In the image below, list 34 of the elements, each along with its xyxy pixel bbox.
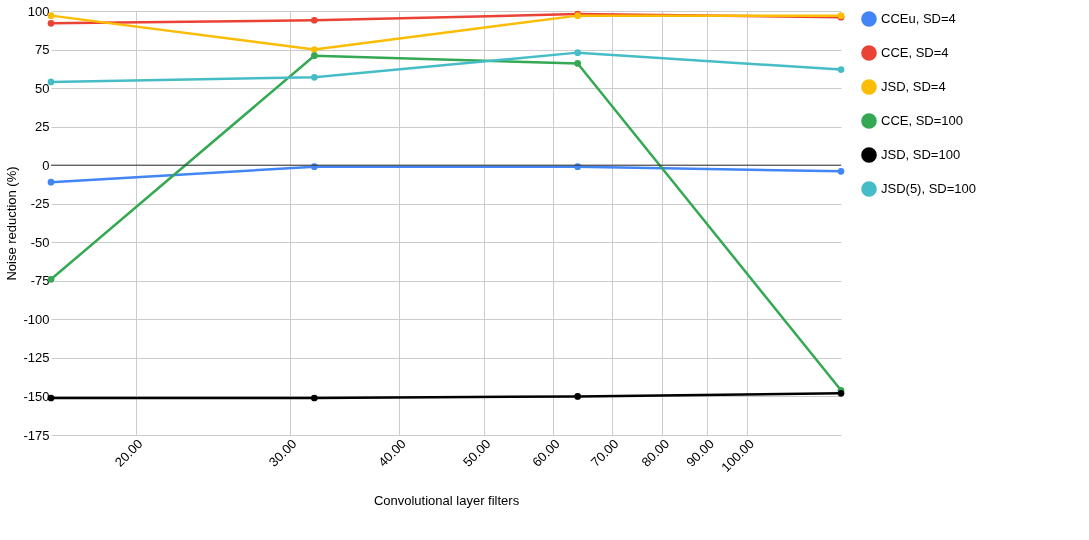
y-axis-title: Noise reduction (%) bbox=[4, 166, 20, 281]
point bbox=[310, 73, 318, 81]
legend-label: CCE, SD=100 bbox=[881, 113, 964, 128]
point bbox=[47, 178, 55, 186]
point bbox=[47, 78, 55, 86]
y-tick-label: 25 bbox=[35, 119, 50, 135]
y-tick-label: 75 bbox=[35, 42, 50, 58]
point bbox=[574, 60, 582, 67]
point bbox=[837, 390, 845, 397]
y-tick-label: -25 bbox=[30, 196, 50, 212]
y-tick-label: -50 bbox=[30, 234, 50, 250]
legend-label: JSD, SD=100 bbox=[881, 147, 961, 162]
legend-label: CCEu, SD=4 bbox=[881, 11, 956, 26]
y-tick-label: 0 bbox=[42, 157, 50, 173]
point bbox=[574, 393, 582, 400]
legend-label: JSD, SD=4 bbox=[881, 79, 946, 94]
point bbox=[574, 49, 582, 56]
legend-label: JSD(5), SD=100 bbox=[881, 181, 977, 196]
point bbox=[837, 168, 845, 175]
y-tick-label: 50 bbox=[35, 80, 50, 96]
point bbox=[310, 52, 318, 60]
point bbox=[310, 394, 318, 402]
y-tick-label: -125 bbox=[23, 350, 50, 366]
y-tick-label: -75 bbox=[30, 273, 50, 289]
y-tick-label: -150 bbox=[23, 388, 50, 404]
point bbox=[47, 19, 55, 27]
point bbox=[310, 46, 318, 53]
point bbox=[310, 16, 318, 24]
y-tick-label: -175 bbox=[23, 427, 50, 443]
y-tick-label: -100 bbox=[23, 311, 50, 327]
y-tick-label: 100 bbox=[27, 3, 50, 19]
x-axis-title: Convolutional layer filters bbox=[373, 492, 520, 508]
legend-label: CCE, SD=4 bbox=[881, 45, 949, 60]
point bbox=[837, 66, 845, 73]
